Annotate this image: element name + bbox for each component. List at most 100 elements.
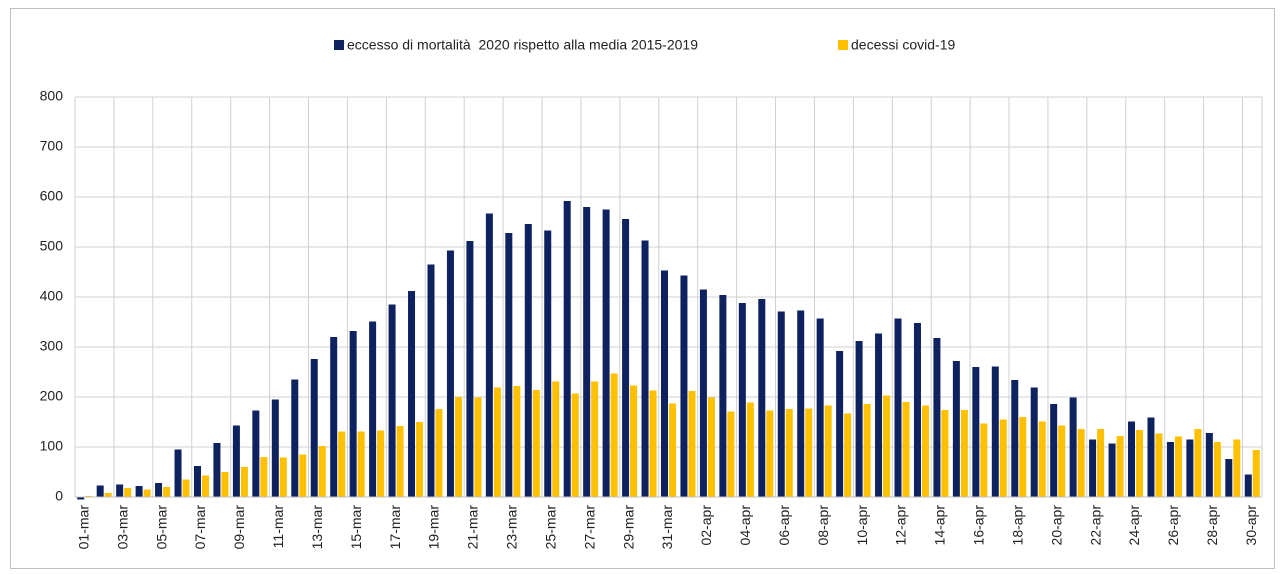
y-tick-label: 0 [55, 488, 63, 504]
bar [163, 487, 171, 497]
bar [1252, 450, 1260, 497]
bar [330, 337, 338, 497]
bar [310, 359, 318, 497]
bar [493, 387, 501, 497]
x-tick-label: 08-apr [815, 505, 831, 546]
bar [135, 486, 143, 497]
bar [999, 419, 1007, 497]
bar [980, 423, 988, 497]
x-tick-label: 23-mar [504, 505, 520, 550]
y-tick-label: 100 [40, 438, 64, 454]
x-tick-label: 22-apr [1087, 505, 1103, 546]
bar [201, 475, 209, 497]
x-tick-label: 28-apr [1204, 505, 1220, 546]
legend-label: decessi covid-19 [851, 37, 955, 53]
bar [1069, 397, 1077, 497]
bar [649, 390, 657, 497]
bar [583, 207, 591, 497]
bar [279, 457, 287, 497]
bar [1019, 417, 1027, 497]
x-tick-label: 10-apr [854, 505, 870, 546]
legend-label: eccesso di mortalità 2020 rispetto alla … [347, 37, 698, 53]
bar [785, 409, 793, 497]
x-tick-label: 27-mar [581, 505, 597, 550]
bar [921, 405, 929, 497]
bar [863, 404, 871, 497]
bar [485, 213, 493, 497]
bar [318, 446, 326, 497]
bar [941, 410, 949, 497]
bar [622, 219, 630, 497]
legend-swatch [838, 40, 848, 50]
bar [1089, 439, 1097, 497]
bar [174, 449, 182, 497]
bar [454, 397, 462, 497]
bar [524, 224, 532, 497]
bar [991, 366, 999, 497]
x-tick-label: 26-apr [1165, 505, 1181, 546]
bar [232, 425, 240, 497]
bar [1244, 474, 1252, 497]
bar [1050, 404, 1058, 497]
bar [855, 341, 863, 497]
y-tick-label: 400 [40, 288, 64, 304]
bar [824, 405, 832, 497]
bar [544, 230, 552, 497]
x-tick-label: 19-mar [426, 505, 442, 550]
x-tick-label: 20-apr [1048, 505, 1064, 546]
bar [1213, 442, 1221, 497]
bar [913, 323, 921, 497]
bar [1186, 439, 1194, 497]
bar [466, 241, 474, 497]
bar [758, 299, 766, 497]
x-tick-label: 04-apr [737, 505, 753, 546]
bar [1136, 430, 1144, 497]
y-tick-label: 600 [40, 188, 64, 204]
bar [104, 493, 112, 497]
bar [1128, 421, 1136, 497]
bar [299, 454, 307, 497]
x-tick-label: 13-mar [309, 505, 325, 550]
bar [1166, 442, 1174, 497]
bar [1205, 433, 1213, 497]
bar [844, 413, 852, 497]
y-tick-label: 800 [40, 88, 64, 104]
bar [369, 321, 377, 497]
bar [1011, 380, 1019, 497]
y-tick-label: 200 [40, 388, 64, 404]
y-tick-label: 500 [40, 238, 64, 254]
bar [124, 488, 132, 497]
bar [349, 331, 357, 497]
bar [155, 483, 163, 497]
x-tick-label: 12-apr [893, 505, 909, 546]
x-tick-label: 05-mar [153, 505, 169, 550]
bar [669, 403, 677, 497]
x-tick-label: 07-mar [192, 505, 208, 550]
bar [435, 409, 443, 497]
bar [1108, 443, 1116, 497]
bar [836, 351, 844, 497]
bar [707, 397, 715, 497]
bar [357, 431, 365, 497]
bar [1030, 387, 1038, 497]
x-tick-label: 25-mar [542, 505, 558, 550]
x-tick-label: 11-mar [270, 505, 286, 549]
x-tick-label: 30-apr [1243, 505, 1259, 546]
bar [797, 310, 805, 497]
bar [699, 289, 707, 497]
bar [1233, 439, 1241, 497]
bar [972, 367, 980, 497]
bar [563, 201, 571, 497]
bar [960, 410, 968, 497]
bar [738, 303, 746, 497]
bar [388, 304, 396, 497]
bar [408, 291, 416, 497]
bar [143, 489, 151, 497]
bar [240, 467, 248, 497]
bar [427, 264, 435, 497]
x-tick-label: 15-mar [348, 505, 364, 550]
bar [630, 385, 638, 497]
bar [474, 397, 482, 497]
bar [291, 379, 299, 497]
bar [252, 410, 260, 497]
